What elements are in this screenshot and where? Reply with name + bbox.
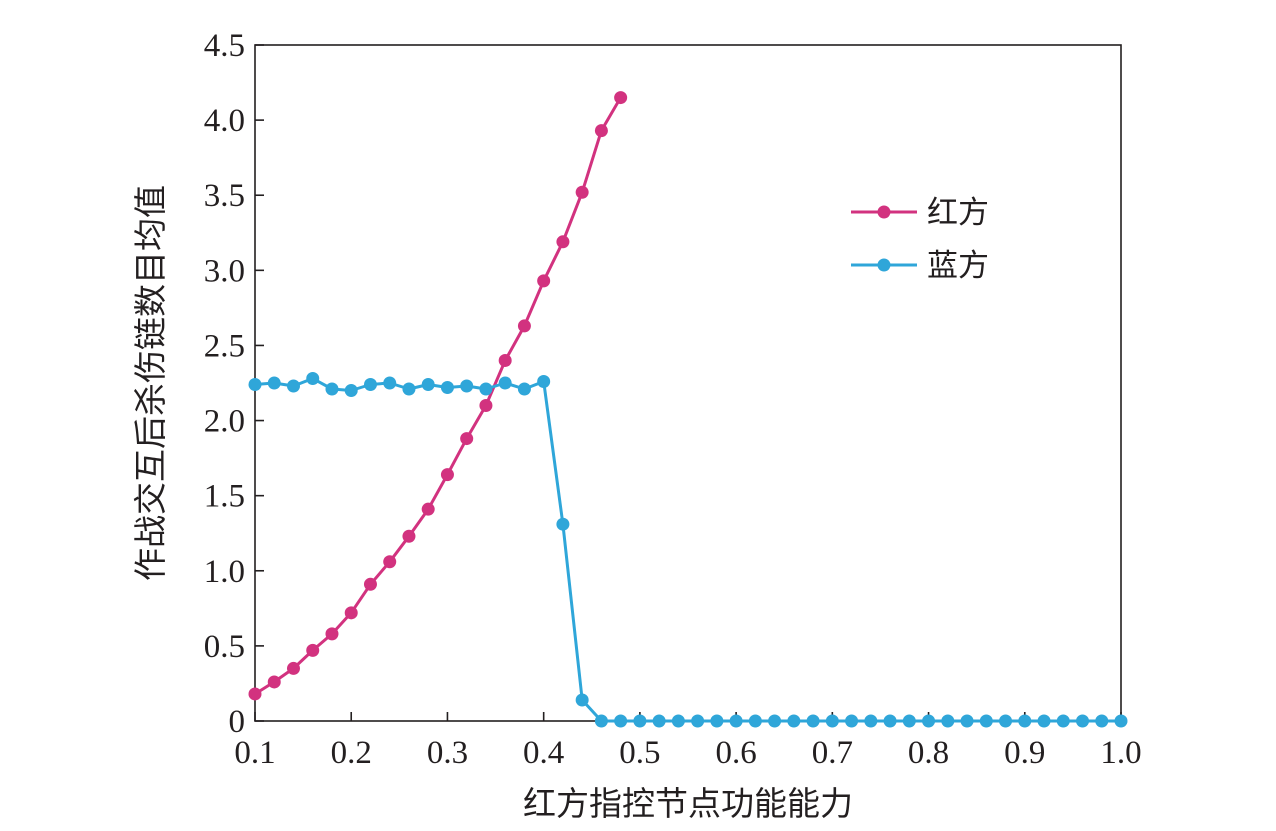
data-point — [979, 714, 993, 728]
data-point — [594, 714, 608, 728]
series-line-0 — [254, 96, 622, 696]
legend-marker — [877, 205, 891, 219]
x-axis-title: 红方指控节点功能能力 — [523, 784, 853, 823]
data-point — [267, 675, 281, 689]
data-point — [363, 577, 377, 591]
data-point — [537, 374, 551, 388]
data-point — [1114, 714, 1128, 728]
data-point — [729, 714, 743, 728]
y-tick-label: 4.5 — [204, 28, 245, 64]
x-tick-label: 0.8 — [908, 735, 949, 771]
data-point — [594, 124, 608, 138]
data-point — [248, 687, 262, 701]
data-point — [922, 714, 936, 728]
data-point — [440, 381, 454, 395]
data-point — [363, 378, 377, 392]
y-tick-label: 4.0 — [204, 103, 245, 139]
data-point — [575, 693, 589, 707]
data-point — [691, 714, 705, 728]
data-point — [498, 353, 512, 367]
data-point — [517, 319, 531, 333]
series-layer — [248, 91, 1128, 728]
data-point — [883, 714, 897, 728]
data-point — [325, 382, 339, 396]
data-point — [440, 468, 454, 482]
data-point — [671, 714, 685, 728]
data-point — [383, 555, 397, 569]
data-point — [941, 714, 955, 728]
data-point — [344, 606, 358, 620]
data-point — [575, 185, 589, 199]
data-point — [787, 714, 801, 728]
data-point — [556, 235, 570, 249]
y-tick-label: 1.0 — [204, 554, 245, 590]
data-point — [325, 627, 339, 641]
data-point — [460, 432, 474, 446]
y-tick-label: 3.0 — [204, 253, 245, 289]
y-tick-label: 2.0 — [204, 404, 245, 440]
data-point — [806, 714, 820, 728]
x-tick-label: 0.4 — [523, 735, 564, 771]
x-tick-label: 0.7 — [812, 735, 853, 771]
data-point — [1095, 714, 1109, 728]
data-point — [267, 376, 281, 390]
data-point — [1056, 714, 1070, 728]
data-point — [402, 382, 416, 396]
data-point — [614, 714, 628, 728]
data-point — [306, 643, 320, 657]
legend-marker — [877, 258, 891, 272]
x-tick-label: 0.2 — [331, 735, 372, 771]
data-point — [479, 399, 493, 413]
data-point — [999, 714, 1013, 728]
y-tick-label: 0 — [229, 704, 246, 740]
data-point — [845, 714, 859, 728]
data-point — [248, 378, 262, 392]
data-point — [286, 661, 300, 675]
y-tick-label: 3.5 — [204, 178, 245, 214]
data-point — [633, 714, 647, 728]
data-point — [652, 714, 666, 728]
x-tick-label: 0.5 — [619, 735, 660, 771]
y-tick-label: 2.5 — [204, 328, 245, 364]
x-axis-ticks: 0.1 0.2 0.3 0.4 0.5 0.6 0.7 0.8 0.9 1.0 — [234, 712, 1142, 771]
data-point — [306, 371, 320, 385]
data-point — [902, 714, 916, 728]
y-axis-title: 作战交互后杀伤链数目均值 — [131, 185, 170, 581]
x-tick-label: 0.9 — [1004, 735, 1045, 771]
x-tick-label: 0.6 — [715, 735, 756, 771]
data-point — [517, 382, 531, 396]
x-tick-label: 0.3 — [427, 735, 468, 771]
y-tick-label: 1.5 — [204, 479, 245, 515]
data-point — [383, 376, 397, 390]
y-tick-label: 0.5 — [204, 629, 245, 665]
data-point — [537, 274, 551, 288]
data-point — [460, 379, 474, 393]
data-point — [614, 91, 628, 105]
data-point — [864, 714, 878, 728]
data-point — [286, 379, 300, 393]
legend-label: 蓝方 — [927, 248, 989, 284]
data-point — [421, 378, 435, 392]
data-point — [768, 714, 782, 728]
data-point — [421, 502, 435, 516]
series-line-1 — [254, 377, 1121, 723]
data-point — [748, 714, 762, 728]
legend-label: 红方 — [927, 195, 989, 231]
x-tick-label: 0.1 — [234, 735, 275, 771]
data-point — [344, 384, 358, 398]
data-point — [710, 714, 724, 728]
x-tick-label: 1.0 — [1100, 735, 1141, 771]
data-point — [960, 714, 974, 728]
y-axis-ticks: 0 0.5 1.0 1.5 2.0 2.5 3.0 3.5 4.0 4.5 — [204, 28, 264, 740]
data-point — [402, 529, 416, 543]
data-point — [479, 382, 493, 396]
data-point — [498, 376, 512, 390]
data-point — [556, 517, 570, 531]
data-point — [1018, 714, 1032, 728]
data-point — [1037, 714, 1051, 728]
data-point — [825, 714, 839, 728]
data-point — [1076, 714, 1090, 728]
